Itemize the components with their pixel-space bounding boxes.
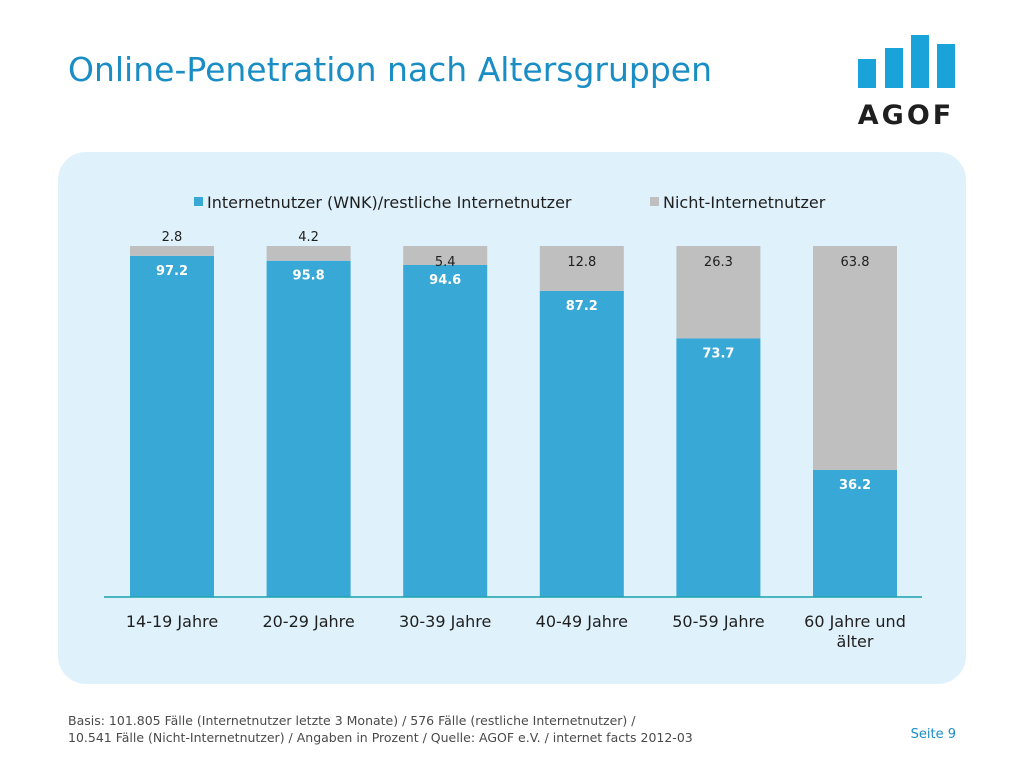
data-label-internet-users: 36.2 bbox=[839, 478, 871, 493]
logo-text: AGOF bbox=[857, 100, 955, 131]
bar-internet-users bbox=[539, 290, 624, 597]
bar-internet-users bbox=[813, 469, 897, 597]
category-label: 40-49 Jahre bbox=[536, 612, 628, 631]
bar-internet-users bbox=[403, 264, 488, 597]
legend-swatch-internet-users bbox=[194, 197, 203, 206]
legend-swatch-non-internet-users bbox=[650, 197, 659, 206]
footer-note: Basis: 101.805 Fälle (Internetnutzer let… bbox=[68, 712, 868, 746]
bar-non-internet-users bbox=[266, 246, 351, 261]
bar-internet-users bbox=[130, 255, 214, 597]
category-label: 30-39 Jahre bbox=[399, 612, 491, 631]
agof-logo: AGOF bbox=[848, 18, 964, 131]
category-label: älter bbox=[837, 632, 874, 651]
data-label-internet-users: 95.8 bbox=[293, 269, 325, 284]
category-label: 14-19 Jahre bbox=[126, 612, 218, 631]
data-label-non-internet-users: 63.8 bbox=[841, 255, 870, 270]
footer-line-1: Basis: 101.805 Fälle (Internetnutzer let… bbox=[68, 713, 636, 728]
data-label-non-internet-users: 12.8 bbox=[567, 255, 596, 270]
page-title: Online-Penetration nach Altersgruppen bbox=[68, 50, 712, 89]
data-label-internet-users: 73.7 bbox=[702, 346, 734, 361]
bar-internet-users bbox=[676, 338, 761, 597]
bar-non-internet-users bbox=[130, 246, 214, 256]
legend-label-non-internet-users: Nicht-Internetnutzer bbox=[663, 193, 826, 212]
data-label-internet-users: 97.2 bbox=[156, 264, 188, 279]
category-label: 20-29 Jahre bbox=[262, 612, 354, 631]
bar-non-internet-users bbox=[813, 246, 897, 470]
bar-internet-users bbox=[266, 260, 351, 597]
page-number: Seite 9 bbox=[910, 727, 956, 742]
data-label-internet-users: 94.6 bbox=[429, 273, 461, 288]
data-label-internet-users: 87.2 bbox=[566, 299, 598, 314]
legend-label-internet-users: Internetnutzer (WNK)/restliche Internetn… bbox=[207, 193, 572, 212]
bar-non-internet-users bbox=[676, 246, 761, 339]
data-label-non-internet-users: 5.4 bbox=[435, 255, 456, 270]
category-label: 50-59 Jahre bbox=[672, 612, 764, 631]
bar-non-internet-users bbox=[403, 246, 488, 265]
logo-bars-icon bbox=[858, 35, 955, 88]
footer-line-2: 10.541 Fälle (Nicht-Internetnutzer) / An… bbox=[68, 730, 693, 745]
bar-non-internet-users bbox=[539, 246, 624, 291]
category-label: 60 Jahre und bbox=[804, 612, 906, 631]
data-label-non-internet-users: 26.3 bbox=[704, 255, 733, 270]
data-label-non-internet-users: 2.8 bbox=[162, 230, 183, 245]
data-label-non-internet-users: 4.2 bbox=[298, 230, 319, 245]
